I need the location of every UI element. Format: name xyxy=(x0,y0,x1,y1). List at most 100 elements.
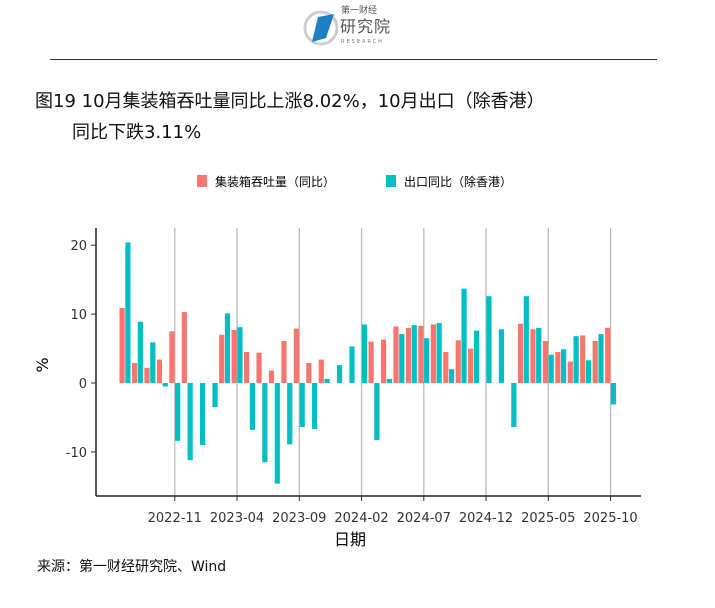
y-tick-label: 20 xyxy=(70,239,87,254)
bar-export-2023-02 xyxy=(212,383,218,408)
bar-export-2025-10 xyxy=(610,383,617,405)
bar-export-2023-04 xyxy=(237,327,243,384)
bar-throughput-2022-07 xyxy=(119,307,125,384)
x-axis-label: 日期 xyxy=(334,530,366,549)
legend-label-throughput: 集装箱吞吐量（同比） xyxy=(215,174,335,189)
bar-export-2023-06 xyxy=(262,383,268,463)
bar-export-2025-04 xyxy=(536,327,542,384)
bar-export-2023-07 xyxy=(274,383,280,484)
figure-title: 图19 10月集装箱吞吐量同比上涨8.02%，10月出口（除香港） xyxy=(35,91,545,112)
bar-export-2023-10 xyxy=(312,383,318,430)
bar-export-2024-07 xyxy=(424,338,430,384)
y-tick-label: 10 xyxy=(70,308,87,323)
x-tick-label: 2023-04 xyxy=(210,511,264,526)
bar-export-2023-01 xyxy=(200,383,206,446)
bar-throughput-2023-06 xyxy=(256,352,262,384)
x-tick-label: 2024-02 xyxy=(334,511,388,526)
bar-throughput-2022-09 xyxy=(144,367,150,384)
bar-export-2023-09 xyxy=(299,383,305,428)
bar-throughput-2023-10 xyxy=(306,363,312,384)
bar-export-2024-12 xyxy=(486,296,492,384)
bar-throughput-2023-11 xyxy=(318,359,324,384)
logo-text: 研究院 xyxy=(340,17,392,36)
bar-throughput-2025-03 xyxy=(517,323,524,384)
bar-throughput-2025-04 xyxy=(530,329,536,384)
bar-throughput-2023-04 xyxy=(231,329,237,384)
bar-throughput-2024-10 xyxy=(455,340,461,384)
bar-throughput-2025-09 xyxy=(592,340,598,384)
x-tick-label: 2024-07 xyxy=(397,511,451,526)
bar-export-2022-09 xyxy=(150,342,156,384)
bar-throughput-2024-04 xyxy=(380,339,387,384)
x-tick-label: 2023-09 xyxy=(272,511,326,526)
figure-title-line2: 同比下跌3.11% xyxy=(72,122,202,143)
bar-throughput-2025-07 xyxy=(567,361,573,384)
bar-export-2024-06 xyxy=(411,325,417,384)
logo-text: 第一财经 xyxy=(341,6,378,16)
x-tick-label: 2025-10 xyxy=(583,511,637,526)
x-tick-label: 2025-05 xyxy=(521,511,575,526)
bar-export-2024-05 xyxy=(399,334,405,384)
y-axis-label: % xyxy=(33,357,52,372)
y-tick-label: -10 xyxy=(66,446,87,461)
source-note: 来源：第一财经研究院、Wind xyxy=(37,559,227,575)
bar-export-2023-11 xyxy=(324,378,330,384)
bar-throughput-2023-03 xyxy=(219,334,225,384)
y-tick-label: 0 xyxy=(79,377,87,392)
bar-throughput-2023-07 xyxy=(268,370,275,384)
bar-export-2022-08 xyxy=(137,321,143,384)
bar-export-2023-08 xyxy=(287,383,293,445)
bar-throughput-2023-08 xyxy=(281,340,287,384)
bar-throughput-2025-10 xyxy=(605,327,611,384)
bar-throughput-2023-09 xyxy=(293,328,299,384)
bar-throughput-2025-08 xyxy=(580,335,586,384)
bar-throughput-2022-12 xyxy=(181,312,187,384)
bar-export-2023-03 xyxy=(224,313,231,384)
bar-export-2024-09 xyxy=(449,369,455,384)
bar-export-2025-07 xyxy=(573,336,579,384)
bar-export-2022-12 xyxy=(187,383,193,461)
legend-swatch-export xyxy=(386,175,396,187)
bar-export-2024-08 xyxy=(436,323,442,384)
legend-swatch-throughput xyxy=(197,175,207,187)
bar-export-2023-12 xyxy=(336,365,343,384)
logo-icon xyxy=(303,10,339,46)
bar-throughput-2024-07 xyxy=(418,325,424,384)
bar-export-2024-10 xyxy=(461,288,467,384)
bar-export-2022-11 xyxy=(175,383,181,441)
x-tick-label: 2022-11 xyxy=(148,511,202,526)
bar-export-2022-10 xyxy=(162,383,168,387)
x-tick-label: 2024-12 xyxy=(459,511,513,526)
bar-export-2024-11 xyxy=(473,330,480,384)
bar-export-2024-04 xyxy=(386,378,392,384)
bar-throughput-2022-08 xyxy=(131,363,138,384)
legend: 集装箱吞吐量（同比） 出口同比（除香港） xyxy=(197,174,512,189)
bar-throughput-2024-09 xyxy=(443,352,449,384)
bar-throughput-2024-11 xyxy=(468,348,474,384)
bar-throughput-2025-06 xyxy=(555,352,561,384)
bar-throughput-2022-11 xyxy=(169,331,175,384)
bar-export-2025-02 xyxy=(511,383,517,428)
bar-export-2024-01 xyxy=(349,346,355,384)
bar-export-2025-03 xyxy=(523,296,529,384)
bar-throughput-2024-03 xyxy=(368,341,374,384)
bar-export-2025-08 xyxy=(585,360,592,384)
bar-export-2025-09 xyxy=(598,334,604,384)
logo-text: RESEARCH xyxy=(341,39,384,45)
bar-throughput-2023-05 xyxy=(244,352,250,384)
bar-throughput-2024-08 xyxy=(430,324,436,384)
bar-export-2025-06 xyxy=(561,349,567,384)
bar-throughput-2024-06 xyxy=(405,327,412,384)
bar-export-2025-01 xyxy=(498,329,504,384)
bar-export-2022-07 xyxy=(125,242,131,384)
logo: 第一财经 研究院 RESEARCH xyxy=(303,6,413,50)
bar-export-2023-05 xyxy=(249,383,255,430)
bar-throughput-2024-05 xyxy=(393,326,399,384)
bar-throughput-2025-05 xyxy=(542,340,548,384)
bar-export-2024-02 xyxy=(361,324,368,384)
bar-export-2024-03 xyxy=(374,383,380,441)
bar-export-2025-05 xyxy=(548,354,554,384)
bar-throughput-2022-10 xyxy=(156,359,163,384)
